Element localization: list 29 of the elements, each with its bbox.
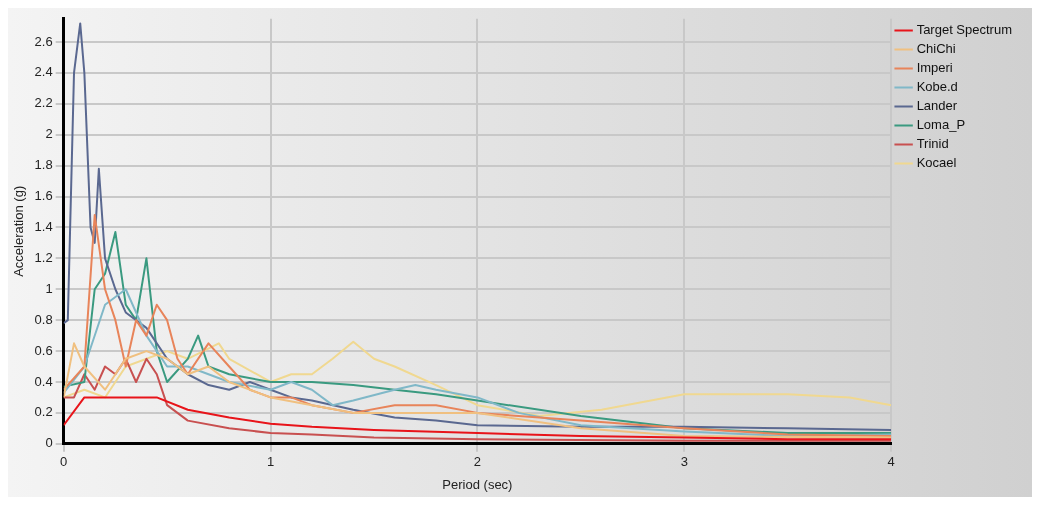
legend-label: Kocael	[916, 155, 957, 171]
legend-label: Imperi	[916, 60, 953, 76]
y-tick-label: 1.6	[34, 188, 53, 204]
y-tick-label: 2	[45, 126, 53, 142]
y-tick-label: 1.2	[34, 249, 53, 265]
y-axis-title: Acceleration (g)	[11, 185, 27, 277]
x-tick-label: 1	[266, 454, 275, 470]
legend-label: Kobe.d	[916, 79, 958, 95]
x-tick-label: 4	[887, 454, 895, 470]
y-tick-label: 1	[45, 280, 53, 296]
y-tick-label: 2.2	[34, 95, 53, 111]
y-tick-label: 1.4	[34, 219, 53, 235]
y-tick-label: 0.2	[34, 404, 53, 420]
y-tick-label: 1.8	[34, 157, 53, 173]
legend-label: ChiChi	[916, 41, 956, 57]
y-tick-label: 0	[45, 435, 53, 451]
x-tick-label: 3	[680, 454, 688, 470]
y-tick-label: 2.4	[34, 64, 53, 80]
y-tick-label: 0.4	[34, 373, 53, 389]
y-tick-label: 2.6	[34, 33, 53, 49]
legend-label: Lander	[916, 98, 958, 114]
x-axis-title: Period (sec)	[442, 476, 513, 492]
legend-label: Trinid	[916, 136, 949, 152]
y-tick-label: 0.6	[34, 342, 53, 358]
y-tick-label: 0.8	[34, 311, 53, 327]
x-tick-label: 2	[473, 454, 482, 470]
x-tick-label: 0	[60, 454, 68, 470]
legend-label: Loma_P	[916, 117, 966, 133]
legend-label: Target Spectrum	[916, 22, 1012, 38]
